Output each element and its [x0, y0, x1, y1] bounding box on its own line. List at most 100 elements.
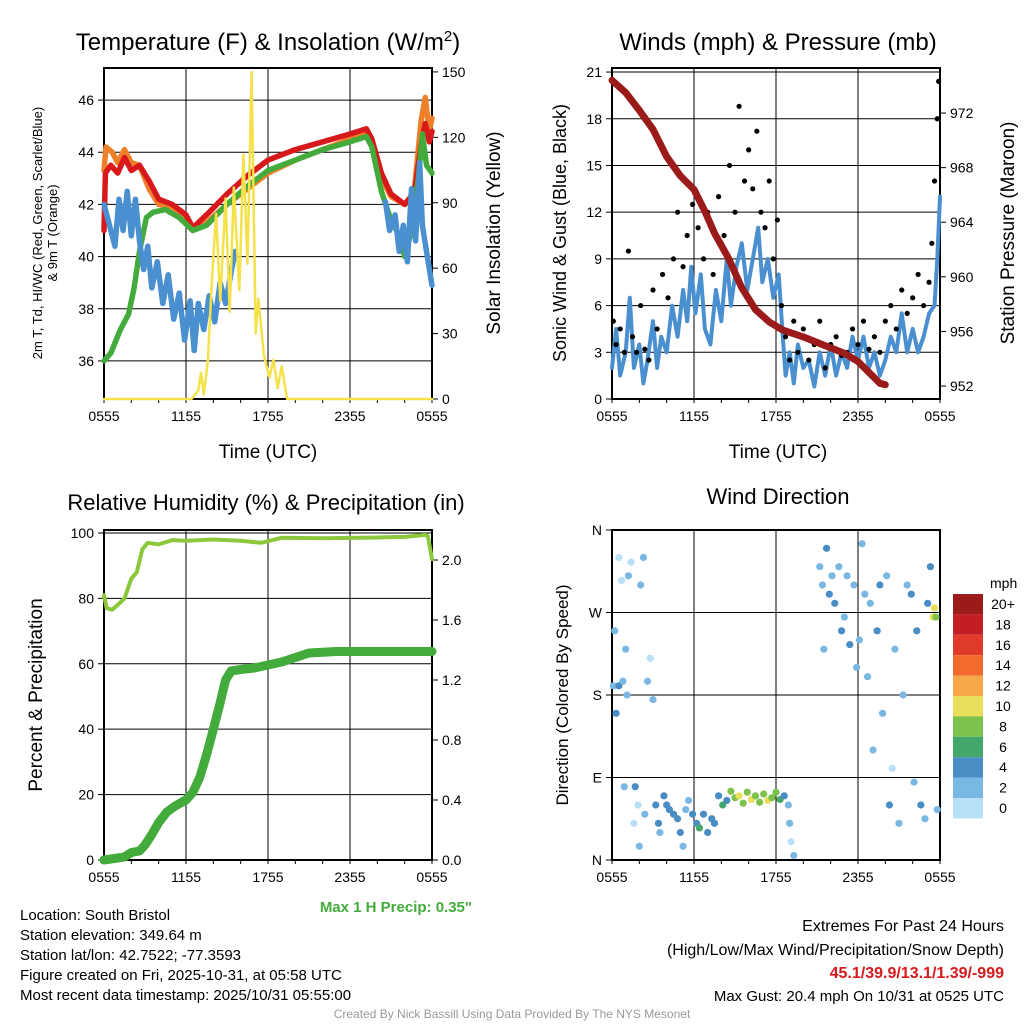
gust-point: [716, 194, 722, 200]
wind-direction-point: [863, 673, 872, 681]
wind-direction-point: [895, 819, 903, 827]
wind-direction-point: [831, 599, 839, 607]
legend-label: 18: [995, 616, 1011, 632]
y-tick-label: 6: [594, 298, 602, 314]
wind-direction-point: [617, 576, 626, 585]
max-precip-annotation: Max 1 H Precip: 0.35": [320, 899, 472, 916]
gust-point: [659, 271, 666, 278]
wind-direction-point: [780, 792, 788, 800]
wind-direction-point: [674, 815, 682, 823]
wind-direction-point: [637, 581, 645, 589]
wind-direction-point: [926, 563, 935, 571]
y-right-tick-label: 960: [950, 269, 974, 285]
legend-label: 2: [999, 780, 1007, 796]
wind-direction-point: [669, 810, 678, 818]
legend-label: 6: [999, 739, 1007, 755]
wind-direction-point: [818, 581, 827, 589]
x-tick-label: 1155: [679, 869, 709, 885]
gust-point: [899, 287, 905, 293]
gust-point: [621, 349, 627, 355]
y-tick-label: 0: [594, 391, 602, 407]
title-main: Temperature (F) & Insolation (W/m: [76, 29, 444, 56]
x-tick-label: 0555: [596, 408, 627, 424]
series-2m-t: [101, 120, 435, 234]
x-tick-label: 0555: [416, 869, 447, 885]
x-tick-label: 1155: [171, 869, 201, 885]
y-tick-label: 21: [586, 64, 602, 80]
legend-label: 10: [995, 698, 1011, 714]
gust-point: [695, 225, 701, 231]
y-axis-label: Sonic Wind & Gust (Blue, Black): [550, 104, 570, 362]
y-right-tick-label: 972: [950, 105, 974, 121]
wind-direction-point: [930, 604, 939, 612]
y-tick-label: 15: [586, 157, 602, 173]
wind-direction-point: [822, 544, 831, 552]
wind-direction-point: [684, 796, 693, 805]
gust-point: [904, 310, 910, 316]
wind-direction-point: [903, 581, 911, 589]
gust-point: [670, 256, 677, 262]
legend-label: 8: [999, 718, 1007, 734]
gust-point: [921, 302, 927, 309]
x-tick-label: 0555: [416, 408, 447, 424]
legend-swatch: [953, 696, 983, 717]
gust-point: [877, 349, 883, 355]
gust-point: [782, 334, 789, 340]
y-tick-label: 9: [594, 251, 602, 267]
gust-point: [617, 326, 623, 332]
chart-title: Winds (mph) & Pressure (mb): [619, 29, 936, 56]
wind-direction-point: [660, 792, 668, 800]
gust-point: [787, 357, 793, 363]
wind-direction-point: [921, 815, 929, 823]
x-tick-label: 1155: [679, 408, 709, 424]
wind-direction-point: [907, 590, 915, 598]
y-right-tick-label: 964: [950, 214, 974, 230]
wind-direction-point: [760, 790, 768, 798]
wind-direction-point: [619, 677, 627, 685]
wind-direction-point: [622, 645, 630, 653]
x-tick-label: 2355: [334, 408, 365, 424]
gust-point: [610, 318, 616, 324]
y-tick-label: 38: [78, 301, 94, 317]
wind-direction-point: [846, 640, 854, 649]
gust-point: [741, 178, 748, 184]
gust-point: [800, 326, 806, 332]
gust-point: [766, 178, 772, 184]
gust-point: [736, 103, 742, 109]
legend-swatch: [953, 655, 983, 676]
y-tick-label: N: [592, 522, 602, 538]
x-tick-label: 2355: [842, 408, 873, 424]
wind-direction-point: [828, 572, 836, 580]
wind-direction-point: [624, 572, 633, 580]
x-tick-label: 0555: [88, 869, 119, 885]
y-tick-label: 60: [78, 656, 94, 672]
gust-point: [758, 209, 764, 215]
gust-point: [680, 264, 686, 270]
y-tick-label: 3: [594, 344, 602, 360]
wind-direction-point: [665, 805, 674, 814]
y-right-tick-label: 90: [442, 195, 458, 211]
wind-direction-point: [786, 819, 794, 827]
gust-point: [746, 147, 752, 153]
legend-swatch: [953, 736, 983, 758]
extremes-title: Extremes For Past 24 Hours: [802, 918, 1004, 935]
wind-direction-point: [835, 563, 843, 571]
x-tick-label: 1755: [760, 869, 791, 885]
wind-direction-point: [727, 787, 735, 795]
y-right-tick-label: 150: [442, 64, 466, 80]
gust-point: [726, 162, 733, 169]
gust-point: [795, 349, 801, 355]
wind-direction-point: [790, 851, 798, 860]
wind-direction-point: [816, 563, 824, 571]
x-tick-label: 1755: [760, 408, 791, 424]
wind-direction-point: [932, 613, 940, 621]
wind-direction-point: [933, 805, 941, 814]
legend-swatch: [953, 675, 983, 696]
legend-swatch: [953, 594, 983, 615]
gust-point: [931, 178, 938, 184]
gust-point: [833, 334, 839, 340]
gust-point: [915, 271, 921, 278]
legend-swatch: [953, 757, 983, 778]
gust-point: [754, 128, 760, 134]
